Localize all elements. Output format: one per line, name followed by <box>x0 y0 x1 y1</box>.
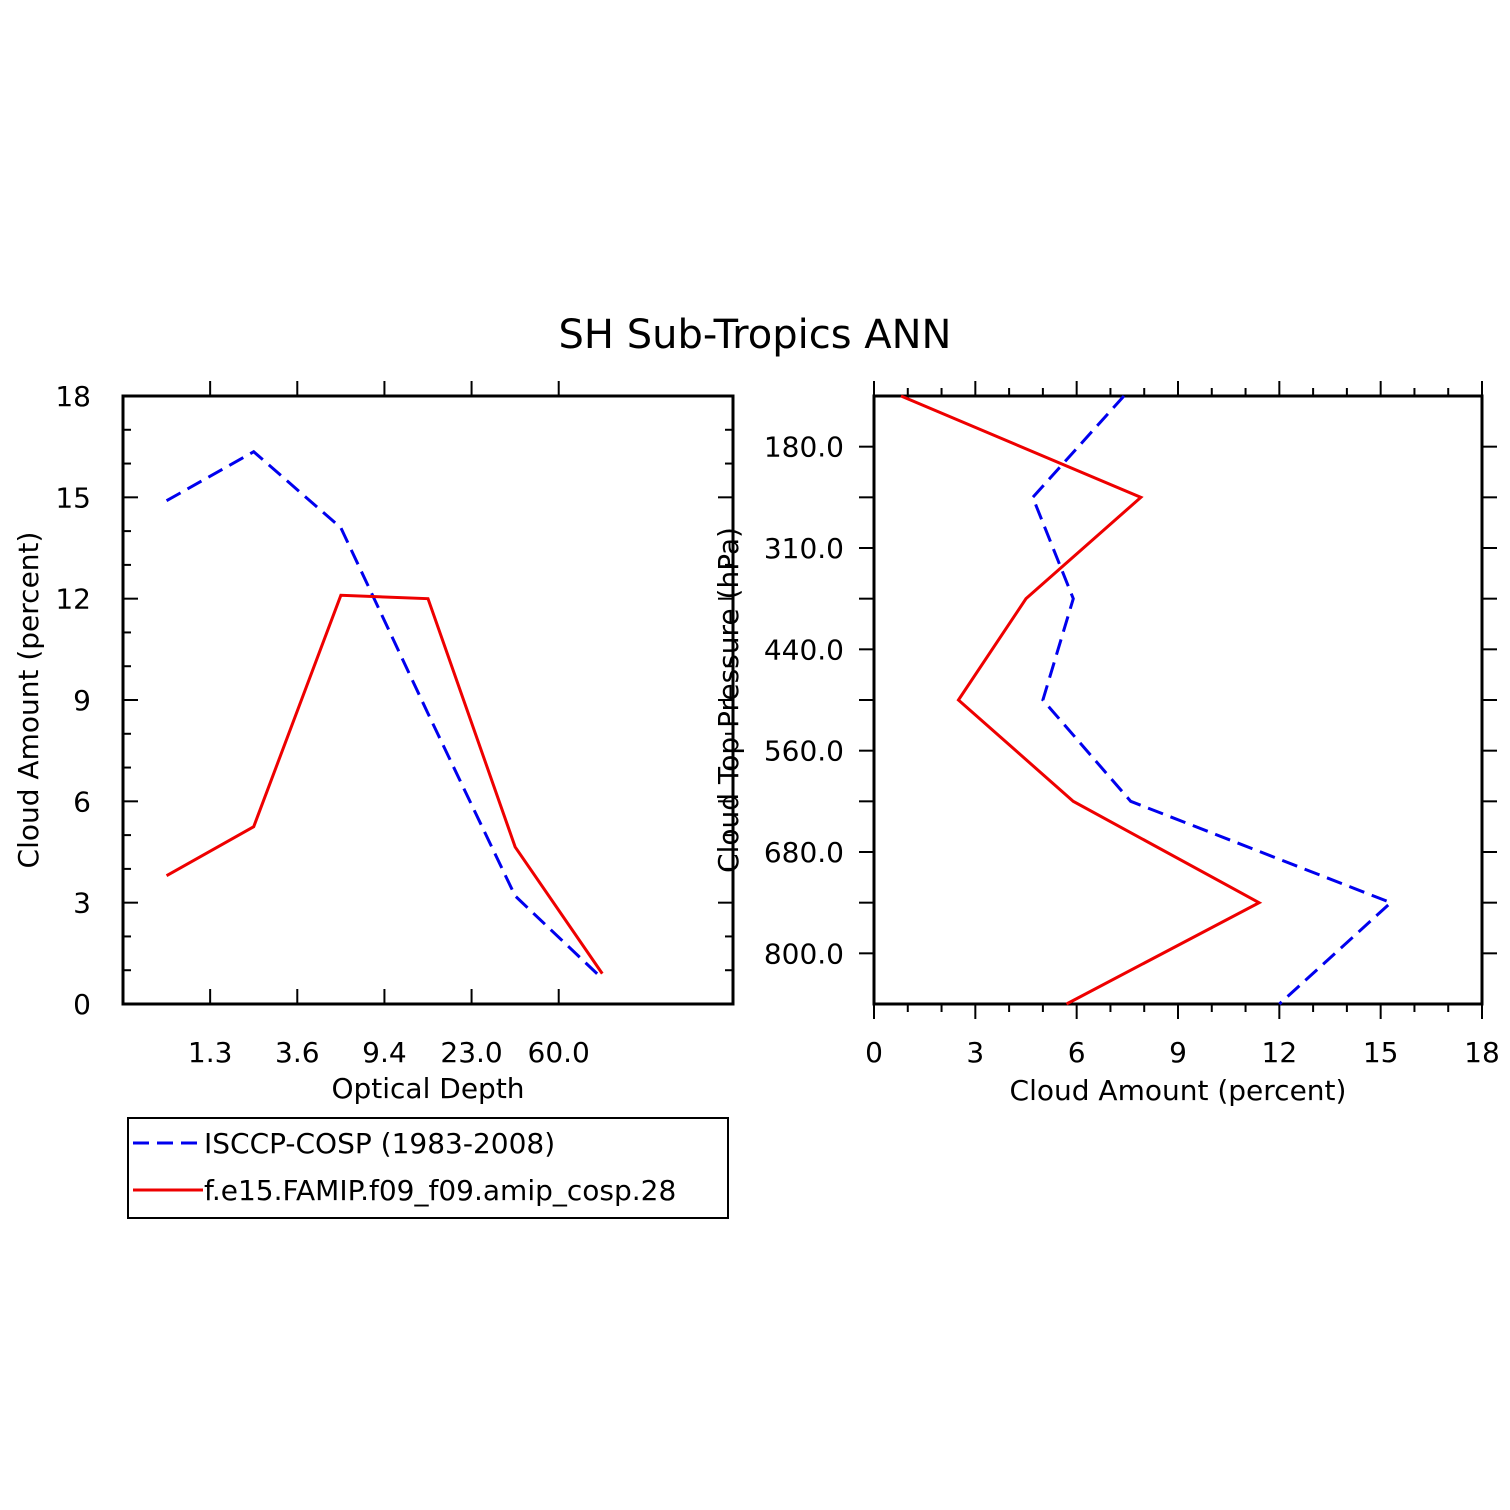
left-y-tick-label: 0 <box>73 988 91 1021</box>
right-series-model-line <box>900 394 1263 1006</box>
left-y-tick-label: 18 <box>55 380 91 413</box>
left-x-tick-label: 9.4 <box>362 1036 407 1069</box>
right-x-axis-label: Cloud Amount (percent) <box>1010 1074 1347 1107</box>
left-series-obs-line <box>165 449 604 980</box>
legend: ISCCP-COSP (1983-2008) f.e15.FAMIP.f09_f… <box>127 1117 729 1219</box>
left-x-tick-label: 3.6 <box>275 1036 320 1069</box>
right-y-tick-label: 560.0 <box>764 735 844 768</box>
left-y-axis-label: Cloud Amount (percent) <box>12 532 45 869</box>
right-plot-frame <box>872 394 1484 1006</box>
right-y-tick-label: 180.0 <box>764 431 844 464</box>
right-x-tick-label: 0 <box>865 1036 883 1069</box>
right-x-tick-label: 6 <box>1068 1036 1086 1069</box>
right-x-tick-label: 15 <box>1363 1036 1399 1069</box>
left-y-tick-label: 6 <box>73 785 91 818</box>
right-panel: 0 3 6 9 12 15 18 180.0 310.0 440.0 560.0 680.0 800.0… <box>712 381 1500 1107</box>
left-y-tick-label: 3 <box>73 887 91 920</box>
left-y-tick-label: 12 <box>55 583 91 616</box>
right-x-tick-label: 12 <box>1262 1036 1298 1069</box>
legend-box <box>127 1117 729 1219</box>
right-x-tick-label: 9 <box>1169 1036 1187 1069</box>
right-y-tick-label: 440.0 <box>764 633 844 666</box>
left-x-axis-label: Optical Depth <box>331 1072 524 1105</box>
legend-label-model: f.e15.FAMIP.f09_f09.amip_cosp.28 <box>204 1174 676 1207</box>
right-y-axis-label: Cloud Top Pressure (hPa) <box>712 527 745 873</box>
right-x-tick-label: 3 <box>966 1036 984 1069</box>
right-y-tick-label: 310.0 <box>764 532 844 565</box>
right-series-obs-line <box>1031 394 1394 1006</box>
left-x-tick-label: 23.0 <box>440 1036 502 1069</box>
left-series-model-line <box>165 593 604 975</box>
right-y-tick-label: 680.0 <box>764 836 844 869</box>
right-x-tick-label: 18 <box>1464 1036 1500 1069</box>
left-y-tick-label: 9 <box>73 684 91 717</box>
legend-label-obs: ISCCP-COSP (1983-2008) <box>204 1127 555 1160</box>
left-y-tick-label: 15 <box>55 481 91 514</box>
chart-title: SH Sub-Tropics ANN <box>559 312 952 358</box>
right-y-tick-label: 800.0 <box>764 937 844 970</box>
left-plot-frame <box>121 394 735 1006</box>
left-x-tick-label: 60.0 <box>528 1036 590 1069</box>
left-x-tick-label: 1.3 <box>188 1036 233 1069</box>
